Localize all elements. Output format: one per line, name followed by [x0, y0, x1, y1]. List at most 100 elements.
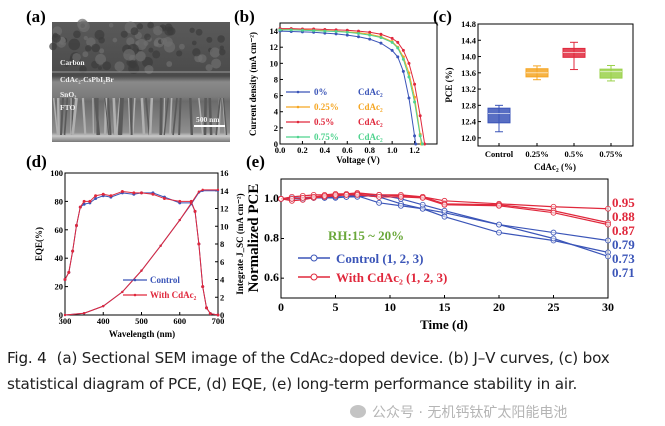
y-tick-label: 13.2 [461, 84, 476, 94]
sem-column [120, 97, 124, 136]
panel-e-label: (e) [246, 152, 265, 171]
jv-0.5%-marker [379, 32, 383, 36]
sem-grain [126, 37, 135, 46]
jv-0%-marker [396, 55, 400, 59]
x-tick-label: 700 [212, 316, 225, 326]
legend-marker [296, 120, 300, 124]
jv-0.75%-marker [407, 75, 411, 79]
sem-column [163, 97, 169, 136]
chart-b: 0.0 0.2 0.4 0.6 0.8 1.0 1.2 0 2 4 6 8 10 12 14 0% CdAc₂ 0… [270, 22, 438, 155]
sem-grain [217, 35, 225, 43]
y-tick-label: 13.6 [461, 68, 476, 78]
chart-d: 300 400 500 600 7000204060801000246810121416… [50, 168, 229, 326]
legend-label: With CdAc₂ [150, 290, 197, 300]
sem-column [198, 97, 204, 136]
stability-5-marker [310, 193, 317, 200]
jv-0.75%-marker [390, 40, 394, 44]
y-tick-label: 40 [55, 253, 64, 263]
legend-suffix: CdAc₂ [358, 132, 383, 142]
eqe-With CdAc₂-marker [63, 277, 67, 281]
y-tick-label: 12.0 [461, 133, 476, 143]
sem-grain [189, 27, 195, 33]
eqe-With CdAc₂-marker [178, 199, 182, 203]
category-label: Control [485, 149, 514, 159]
jv-0%-marker [413, 134, 417, 138]
eqe-With CdAc₂-marker [201, 285, 205, 289]
jv-0.5%-marker [418, 114, 422, 118]
legend-suffix: CdAc₂ [358, 87, 383, 97]
stability-5-marker [278, 195, 284, 202]
jv-0%-marker [368, 37, 372, 41]
c-ylabel: PCE (%) [444, 67, 454, 102]
humidity-annotation: RH:15 ~ 20% [328, 228, 404, 243]
legend-marker [133, 293, 137, 297]
sem-texture [49, 18, 230, 136]
eqe-With CdAc₂-marker [101, 192, 105, 196]
sem-column [92, 97, 95, 136]
sem-grain [206, 36, 213, 43]
legend-marker [296, 90, 300, 94]
stability-1-marker [376, 199, 383, 206]
sem-column [127, 97, 131, 136]
y-tick-label: 14 [270, 26, 279, 36]
y-right-tick-label: 6 [220, 257, 224, 267]
sem-grain [198, 54, 207, 63]
jv-0.5%-marker [356, 29, 360, 33]
sem-column [159, 97, 163, 136]
eqe-With CdAc₂-marker [109, 194, 113, 198]
legend-label: With CdAc₂ (1, 2, 3) [336, 270, 447, 285]
stability-3-marker [605, 205, 611, 212]
jv-0%-marker [356, 35, 360, 39]
jv-0.75%-marker [312, 29, 316, 33]
chart-c: 12.0 12.4 12.8 13.2 13.6 14.0 14.4 14.8 Control 0… [461, 19, 634, 159]
jv-0%-marker [390, 48, 394, 52]
legend-suffix: CdAc₂ [358, 102, 383, 112]
jv-0%-marker [379, 41, 383, 45]
y-tick-label: 8 [274, 74, 278, 84]
sem-grain [91, 43, 100, 53]
legend-label: 0.5% [314, 117, 334, 127]
legend-marker [296, 135, 300, 139]
d-ylabel-right: Integrate J_SC (mA cm⁻²) [235, 193, 245, 294]
jv-0.75%-marker [345, 30, 349, 34]
eqe-With CdAc₂ Jsc-marker [216, 188, 220, 192]
stability-2-marker [496, 221, 502, 228]
sem-grain [68, 38, 81, 51]
sem-grain [130, 27, 139, 36]
eqe-With CdAc₂ Jsc-marker [140, 269, 143, 272]
chart-e: 0 5 10 15 20 25 30 0.6 0.8 1.0 Control (1, 2, 3) Wi… [264, 178, 635, 314]
jv-0.75%-marker [368, 33, 372, 37]
legend-marker [296, 105, 300, 109]
y-tick-label: 4 [274, 107, 279, 117]
sem-column [60, 97, 65, 136]
legend-marker [133, 278, 137, 282]
watermark-text: 公众号 · 无机钙钛矿太阳能电池 [372, 405, 568, 421]
sem-column [115, 97, 121, 136]
sem-grain [176, 50, 183, 57]
stability-5-marker [397, 193, 404, 200]
eqe-With CdAc₂-marker [193, 209, 197, 213]
b-ylabel: Current density (mA cm⁻²) [248, 32, 258, 136]
sem-grain [102, 61, 112, 71]
sem-grain [219, 45, 225, 50]
stability-0-marker [605, 237, 611, 244]
sem-grain [97, 65, 102, 71]
y-tick-label: 0 [59, 310, 63, 320]
stability-5-marker [496, 202, 502, 209]
sem-grain [153, 25, 163, 36]
jv-0.75%-marker [413, 100, 417, 104]
sem-grain [86, 37, 96, 47]
legend-marker [310, 254, 318, 262]
x-tick-label: 5 [333, 300, 339, 314]
stability-5-marker [354, 191, 361, 198]
y-tick-label: 80 [55, 196, 64, 206]
eqe-Control-marker [82, 202, 86, 206]
legend-label: 0.25% [314, 102, 339, 112]
sem-grain [148, 47, 154, 53]
stability-2-marker [605, 253, 611, 260]
plots: 0.0 0.2 0.4 0.6 0.8 1.0 1.2 0 2 4 6 8 10 12 14 0% CdAc₂ 0… [50, 19, 635, 326]
sem-grain [142, 56, 153, 68]
jv-0.75%-marker [401, 57, 405, 61]
sem-grain [72, 52, 81, 62]
sem-grain [153, 41, 159, 47]
